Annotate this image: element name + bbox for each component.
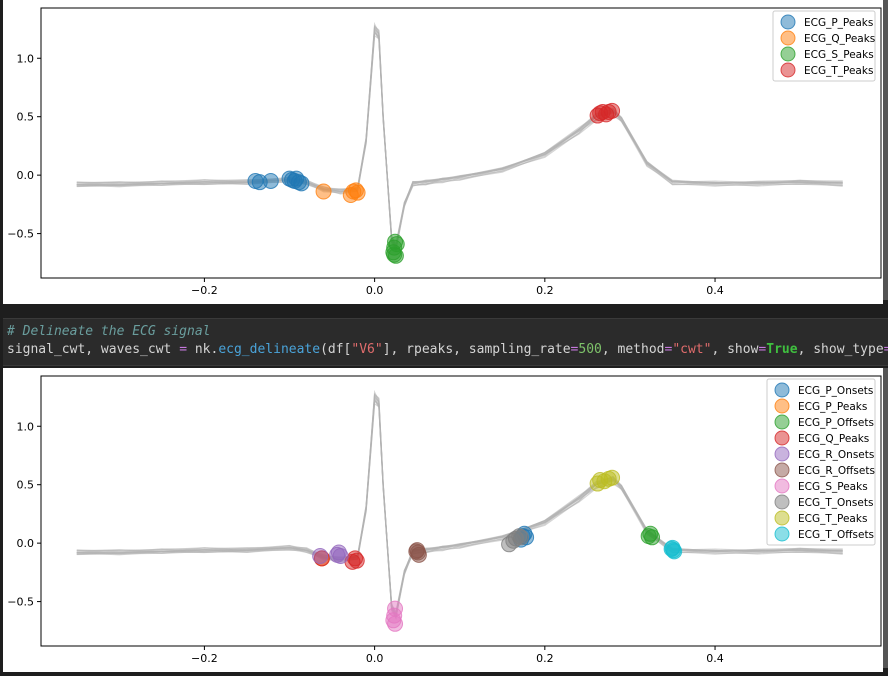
code-token: , show [711, 342, 759, 357]
x-tick-label: −0.2 [191, 284, 218, 297]
legend-marker [774, 430, 790, 446]
code-string: "V6" [351, 342, 383, 357]
marker-ecg-r-offsets [408, 543, 425, 560]
scrollbar-bottom[interactable] [883, 368, 888, 668]
marker-ecg-q-peaks [315, 183, 332, 200]
y-tick-label: 1.0 [17, 52, 35, 65]
code-token: nk. [187, 342, 219, 357]
ecg-plot-2-svg: −0.2 0.0 0.2 0.4 −0.5 0.0 0.5 1.0 ECG_P_Onsets EC… [7, 375, 882, 665]
ecg-plot-1: −0.2 0.0 0.2 0.4 −0.5 0.0 0.5 1.0 ECG_P_Peaks ECG… [3, 0, 883, 304]
legend-marker [774, 494, 790, 510]
code-operator: = [664, 342, 673, 357]
legend-marker [780, 46, 796, 62]
code-operator: = [570, 342, 579, 357]
marker-ecg-r-onsets [312, 548, 329, 564]
legend-label: ECG_P_Offsets [798, 417, 874, 429]
legend-label: ECG_T_Peaks [804, 65, 873, 77]
marker-ecg-q-peaks [348, 552, 365, 569]
legend-label: ECG_R_Onsets [798, 449, 874, 461]
marker-ecg-s-peaks [387, 615, 404, 632]
x-tick-label: 0.2 [536, 652, 554, 665]
code-cell[interactable]: # Delineate the ECG signal signal_cwt, w… [3, 318, 888, 366]
legend-marker [780, 14, 796, 30]
y-tick-label: 0.0 [17, 537, 35, 550]
code-keyword: True [766, 342, 798, 357]
code-string: "cwt" [672, 342, 712, 357]
x-tick-label: 0.0 [366, 652, 384, 665]
marker-ecg-p-peaks [293, 175, 310, 192]
legend-label: ECG_Q_Peaks [798, 433, 869, 445]
legend-label: ECG_P_Peaks [804, 17, 873, 29]
y-tick-label: −0.5 [7, 228, 34, 241]
y-tick-label: 1.0 [17, 420, 35, 433]
code-token: , show_type [797, 342, 884, 357]
legend-marker [780, 62, 796, 78]
marker-ecg-q-peaks [349, 184, 366, 201]
ecg-plot-1-svg: −0.2 0.0 0.2 0.4 −0.5 0.0 0.5 1.0 ECG_P_Peaks ECG… [7, 7, 882, 297]
y-tick-label: −0.5 [7, 596, 34, 609]
legend-marker [774, 526, 790, 542]
marker-ecg-t-peaks [604, 102, 621, 119]
marker-ecg-t-offsets [663, 540, 680, 557]
legend-marker [774, 462, 790, 478]
x-tick-label: 0.4 [706, 652, 724, 665]
legend-marker [780, 30, 796, 46]
code-operator: = [758, 342, 767, 357]
code-token: ], rpeaks, sampling_rate [382, 342, 571, 357]
legend-label: ECG_T_Onsets [798, 497, 873, 509]
code-number: 500 [578, 342, 602, 357]
y-tick-label: 0.5 [17, 111, 35, 124]
legend-box [766, 378, 876, 546]
marker-ecg-t-onsets [513, 529, 529, 546]
legend-label: ECG_T_Offsets [798, 529, 874, 541]
code-token: (df[ [320, 342, 352, 357]
legend-label: ECG_S_Peaks [798, 481, 868, 493]
x-tick-label: −0.2 [191, 652, 218, 665]
code-statement-line: signal_cwt, waves_cwt = nk.ecg_delineate… [7, 342, 888, 357]
legend-marker [774, 510, 790, 526]
code-token: signal_cwt, waves_cwt [7, 342, 180, 357]
ecg-plot-2: −0.2 0.0 0.2 0.4 −0.5 0.0 0.5 1.0 ECG_P_Onsets EC… [3, 368, 883, 672]
legend-marker [774, 478, 790, 494]
legend-label: ECG_T_Peaks [798, 513, 867, 525]
plot-frame [40, 7, 882, 279]
x-tick-label: 0.0 [366, 284, 384, 297]
legend-marker [774, 414, 790, 430]
legend-label: ECG_S_Peaks [804, 49, 874, 61]
code-comment-line: # Delineate the ECG signal [7, 324, 211, 339]
x-tick-label: 0.2 [536, 284, 554, 297]
code-function-name: ecg_delineate [218, 342, 321, 357]
legend-marker [774, 446, 790, 462]
legend-label: ECG_R_Offsets [798, 465, 875, 477]
marker-ecg-p-offsets [644, 529, 661, 546]
marker-ecg-s-peaks [388, 236, 405, 253]
code-token: , method [601, 342, 665, 357]
marker-ecg-t-peaks [604, 469, 621, 486]
legend-label: ECG_Q_Peaks [804, 33, 875, 45]
scrollbar-top[interactable] [883, 0, 888, 300]
x-tick-label: 0.4 [706, 284, 724, 297]
plot-frame [40, 375, 882, 647]
marker-ecg-p-peaks [262, 172, 279, 189]
code-operator: = [179, 342, 188, 357]
legend-label: ECG_P_Onsets [798, 385, 873, 397]
y-tick-label: 0.5 [17, 479, 35, 492]
ecg-trace [76, 392, 843, 618]
legend-marker [774, 398, 790, 414]
code-operator: = [884, 342, 888, 357]
y-tick-label: 0.0 [17, 169, 35, 182]
legend-marker [774, 382, 790, 398]
legend-label: ECG_P_Peaks [798, 401, 867, 413]
marker-ecg-r-onsets [332, 548, 349, 564]
code-comment: # Delineate the ECG signal [7, 324, 211, 339]
legend-box [772, 10, 876, 82]
